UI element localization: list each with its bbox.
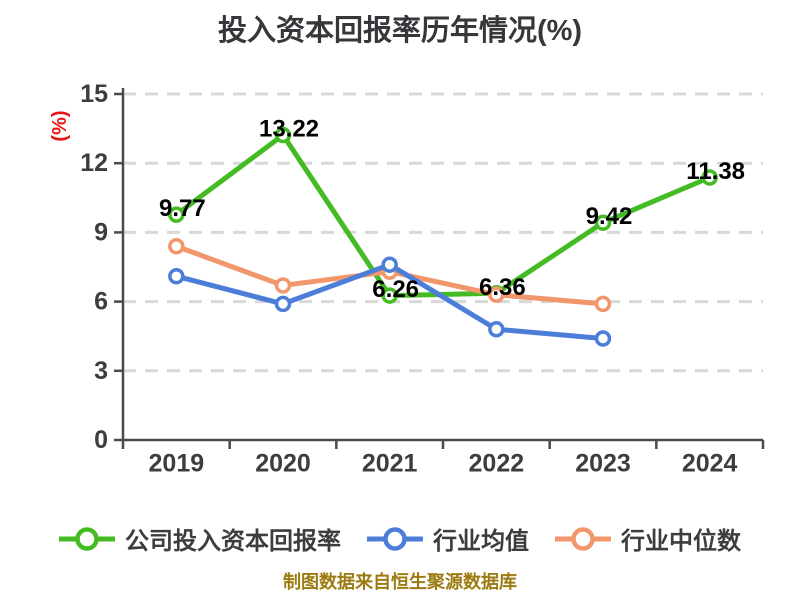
y-tick-label-12: 12 [80, 149, 108, 177]
legend-marker-icon [555, 526, 611, 551]
data-label-2021: 6.26 [372, 276, 419, 303]
legend-label-0: 公司投入资本回报率 [125, 528, 341, 555]
x-tick-label-2024: 2024 [682, 450, 738, 478]
legend-item-2: 行业中位数 [555, 521, 741, 556]
series-0-point-2023 [594, 214, 612, 231]
series-0-point-2019 [168, 206, 185, 223]
legend-marker-icon [367, 526, 423, 551]
x-tick-label-2021: 2021 [362, 450, 418, 478]
series-0-point-2020 [274, 126, 292, 144]
series-1-point-2020 [274, 295, 292, 313]
line-chart: 0 3 6 9 12 15 2019 2020 2021 2022 2023 2024 9.77 13.2… [80, 80, 765, 478]
x-tick-label-2019: 2019 [149, 450, 205, 478]
series-1-point-2022 [488, 321, 505, 338]
data-label-2020: 13.22 [259, 116, 319, 143]
chart-title: 投入资本回报率历年情况(%) [217, 15, 583, 47]
legend-item-1: 行业均值 [367, 521, 529, 556]
series-2-point-2019 [168, 237, 185, 255]
y-tick-label-6: 6 [94, 288, 108, 316]
series-1-行业均值 [168, 256, 612, 347]
series-1-point-2023 [594, 330, 612, 347]
legend-label-2: 行业中位数 [621, 528, 741, 555]
y-tick-label-9: 9 [94, 218, 108, 246]
data-label-2019: 9.77 [159, 195, 206, 222]
data-label-2023: 9.42 [586, 203, 633, 230]
y-tick-label-15: 15 [80, 80, 108, 108]
x-tick-label-2020: 2020 [255, 450, 311, 478]
legend-marker-icon [59, 526, 115, 551]
series-1-point-2021 [381, 256, 398, 273]
series-2-point-2023 [594, 295, 612, 313]
series-0-point-2024 [701, 169, 718, 186]
series-0-point-2021 [381, 287, 398, 304]
series-1-point-2019 [168, 267, 185, 285]
data-label-2024: 11.38 [686, 158, 745, 185]
data-label-2022: 6.36 [479, 274, 526, 301]
y-tick-label-3: 3 [94, 357, 108, 385]
legend-label-1: 行业均值 [433, 528, 529, 555]
series-2-point-2022 [488, 286, 505, 303]
legend-item-0: 公司投入资本回报率 [59, 521, 341, 556]
chart-legend: 公司投入资本回报率 行业均值 行业中位数 [0, 521, 800, 556]
x-tick-label-2022: 2022 [469, 450, 525, 478]
chart-footer: 制图数据来自恒生聚源数据库 [283, 572, 517, 592]
y-tick-label-0: 0 [94, 426, 108, 454]
x-tick-label-2023: 2023 [575, 450, 631, 478]
series-2-point-2020 [274, 277, 292, 294]
